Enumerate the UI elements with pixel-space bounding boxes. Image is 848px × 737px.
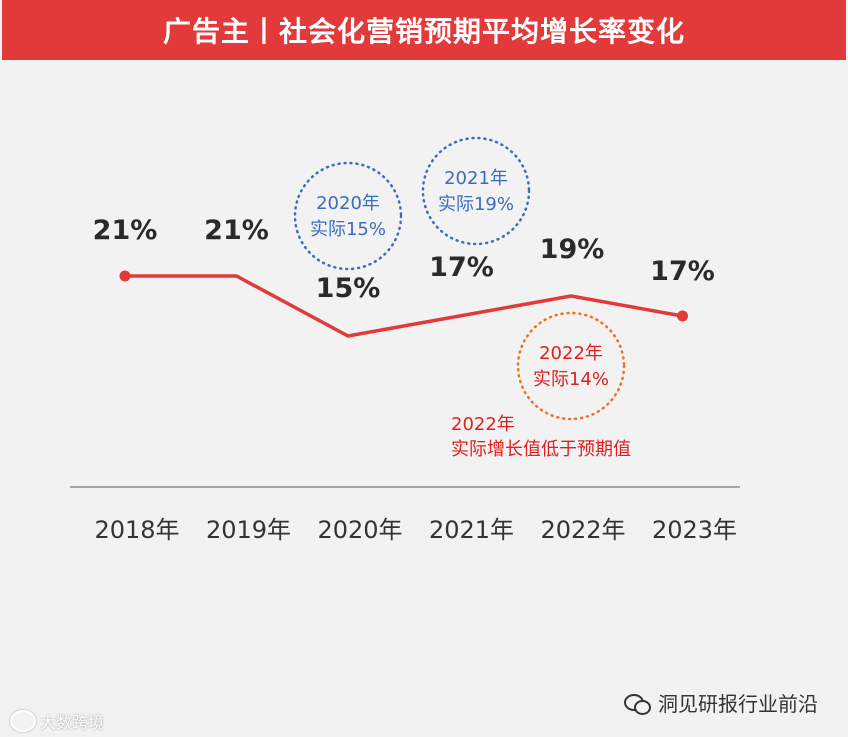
x-tick-label: 2019年 <box>206 516 291 544</box>
data-label: 21% <box>204 215 269 246</box>
x-tick-label: 2018年 <box>94 516 179 544</box>
annotation-circle <box>516 311 626 421</box>
annotation-year: 2020年 <box>316 193 380 214</box>
annotation-actual: 实际15% <box>310 219 386 240</box>
brand-right-text: 洞见研报行业前沿 <box>658 692 818 716</box>
note-line-1: 2022年 <box>451 414 515 435</box>
data-point-marker <box>677 310 688 322</box>
annotation-actual: 实际19% <box>438 194 514 215</box>
x-tick-label: 2020年 <box>317 516 402 544</box>
data-label: 15% <box>316 273 381 304</box>
annotation-circle <box>421 136 531 246</box>
annotation-year: 2022年 <box>539 343 603 364</box>
note-line-2: 实际增长值低于预期值 <box>451 439 631 460</box>
data-point-marker <box>119 270 131 282</box>
data-label: 19% <box>540 234 605 265</box>
annotation-circle <box>293 161 403 271</box>
annotation-year: 2021年 <box>444 168 508 189</box>
brand-left-text: 大数跨境 <box>40 713 105 732</box>
chart-title: 广告主丨社会化营销预期平均增长率变化 <box>162 15 685 48</box>
data-label: 17% <box>650 256 715 287</box>
brand-watermark: 大数跨境 <box>10 709 104 733</box>
annotation-actual: 实际14% <box>533 369 609 390</box>
x-tick-label: 2021年 <box>429 516 514 544</box>
x-tick-label: 2023年 <box>652 516 737 544</box>
brand-logo-icon <box>10 710 36 732</box>
data-label: 21% <box>93 215 158 246</box>
wechat-source: 洞见研报行业前沿 <box>624 688 818 717</box>
wechat-icon <box>624 692 651 715</box>
title-bar: 广告主丨社会化营销预期平均增长率变化 <box>2 0 846 60</box>
x-tick-label: 2022年 <box>540 516 625 544</box>
data-label: 17% <box>429 252 494 283</box>
series-line <box>123 274 685 338</box>
